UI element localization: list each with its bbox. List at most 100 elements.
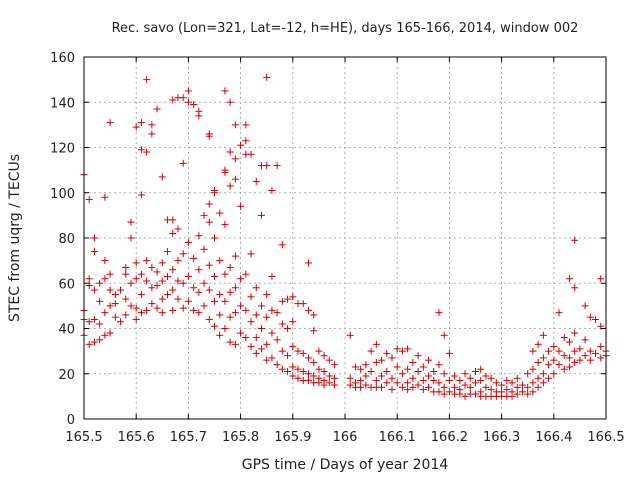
- data-point: [153, 105, 161, 113]
- data-point: [85, 282, 93, 290]
- data-point: [148, 263, 156, 271]
- data-point: [273, 162, 281, 170]
- y-tick-label: 100: [50, 187, 75, 202]
- data-point: [169, 96, 177, 104]
- data-point: [96, 279, 104, 287]
- data-point: [179, 304, 187, 312]
- data-point: [247, 318, 255, 326]
- data-point: [127, 279, 135, 287]
- x-tick-label: 166.3: [483, 430, 520, 445]
- data-point: [164, 248, 172, 256]
- data-point: [419, 377, 427, 385]
- data-point: [111, 300, 119, 308]
- data-point: [592, 315, 600, 323]
- data-point: [174, 277, 182, 285]
- data-point: [263, 73, 271, 81]
- data-point: [101, 275, 109, 283]
- data-point: [419, 363, 427, 371]
- data-point: [524, 383, 532, 391]
- data-point: [164, 272, 172, 280]
- data-point: [231, 309, 239, 317]
- data-point: [268, 329, 276, 337]
- data-point: [560, 334, 568, 342]
- data-point: [550, 356, 558, 364]
- data-point: [137, 119, 145, 127]
- data-point: [571, 347, 579, 355]
- data-point: [466, 383, 474, 391]
- data-point: [268, 186, 276, 194]
- data-point: [414, 381, 422, 389]
- data-point: [304, 259, 312, 267]
- data-point: [456, 390, 464, 398]
- data-point: [310, 327, 318, 335]
- data-point: [304, 306, 312, 314]
- data-point: [268, 306, 276, 314]
- y-axis-label: STEC from uqrg / TECUs: [7, 154, 23, 322]
- data-point: [231, 121, 239, 129]
- data-point: [445, 388, 453, 396]
- x-tick-label: 165.9: [274, 430, 311, 445]
- data-point: [451, 372, 459, 380]
- data-point: [226, 182, 234, 190]
- data-point: [153, 304, 161, 312]
- data-point: [169, 306, 177, 314]
- data-point: [560, 365, 568, 373]
- data-point: [445, 349, 453, 357]
- data-point: [278, 365, 286, 373]
- data-point: [143, 257, 151, 265]
- data-point: [179, 94, 187, 102]
- data-point: [252, 349, 260, 357]
- data-point: [205, 218, 213, 226]
- data-point: [211, 297, 218, 305]
- data-point: [106, 270, 114, 278]
- axis-ticks: 165.5 165.6 165.7 165.8 165.9 166 166.1 166.2 16…: [50, 51, 624, 445]
- data-point: [278, 320, 286, 328]
- data-point: [190, 101, 198, 109]
- data-point: [398, 370, 406, 378]
- data-point: [571, 358, 579, 366]
- data-point: [565, 363, 573, 371]
- data-point: [477, 377, 485, 385]
- data-point: [310, 372, 318, 380]
- chart-title: Rec. savo (Lon=321, Lat=-12, h=HE), days…: [112, 21, 579, 36]
- data-point: [404, 345, 412, 353]
- data-point: [158, 277, 166, 285]
- data-point: [85, 318, 93, 326]
- data-point: [586, 347, 594, 355]
- data-point: [216, 331, 224, 339]
- data-point: [372, 358, 380, 366]
- data-point: [435, 309, 443, 317]
- data-point: [158, 173, 166, 181]
- data-point: [195, 232, 203, 240]
- data-point: [571, 236, 579, 244]
- data-point: [169, 286, 177, 294]
- data-point: [284, 367, 292, 375]
- data-point: [539, 331, 547, 339]
- data-point: [597, 322, 605, 330]
- data-point: [96, 336, 104, 344]
- y-tick-label: 140: [50, 96, 75, 111]
- data-point: [195, 112, 203, 120]
- data-point: [226, 263, 234, 271]
- data-point: [529, 379, 537, 387]
- data-point: [231, 284, 239, 292]
- data-point: [184, 239, 192, 247]
- data-point: [278, 347, 286, 355]
- data-point: [278, 297, 286, 305]
- data-point: [289, 372, 297, 380]
- data-point: [148, 130, 156, 138]
- data-point: [90, 315, 98, 323]
- data-point: [221, 325, 229, 332]
- data-point: [555, 347, 563, 355]
- data-point: [257, 211, 265, 219]
- x-tick-label: 166.5: [587, 430, 624, 445]
- data-point: [472, 379, 479, 387]
- data-point: [179, 279, 187, 287]
- data-point: [550, 370, 558, 378]
- data-point: [190, 284, 198, 292]
- data-point: [252, 311, 260, 319]
- data-point: [555, 309, 563, 317]
- data-point: [440, 383, 448, 391]
- data-point: [325, 356, 333, 364]
- data-point: [581, 352, 589, 360]
